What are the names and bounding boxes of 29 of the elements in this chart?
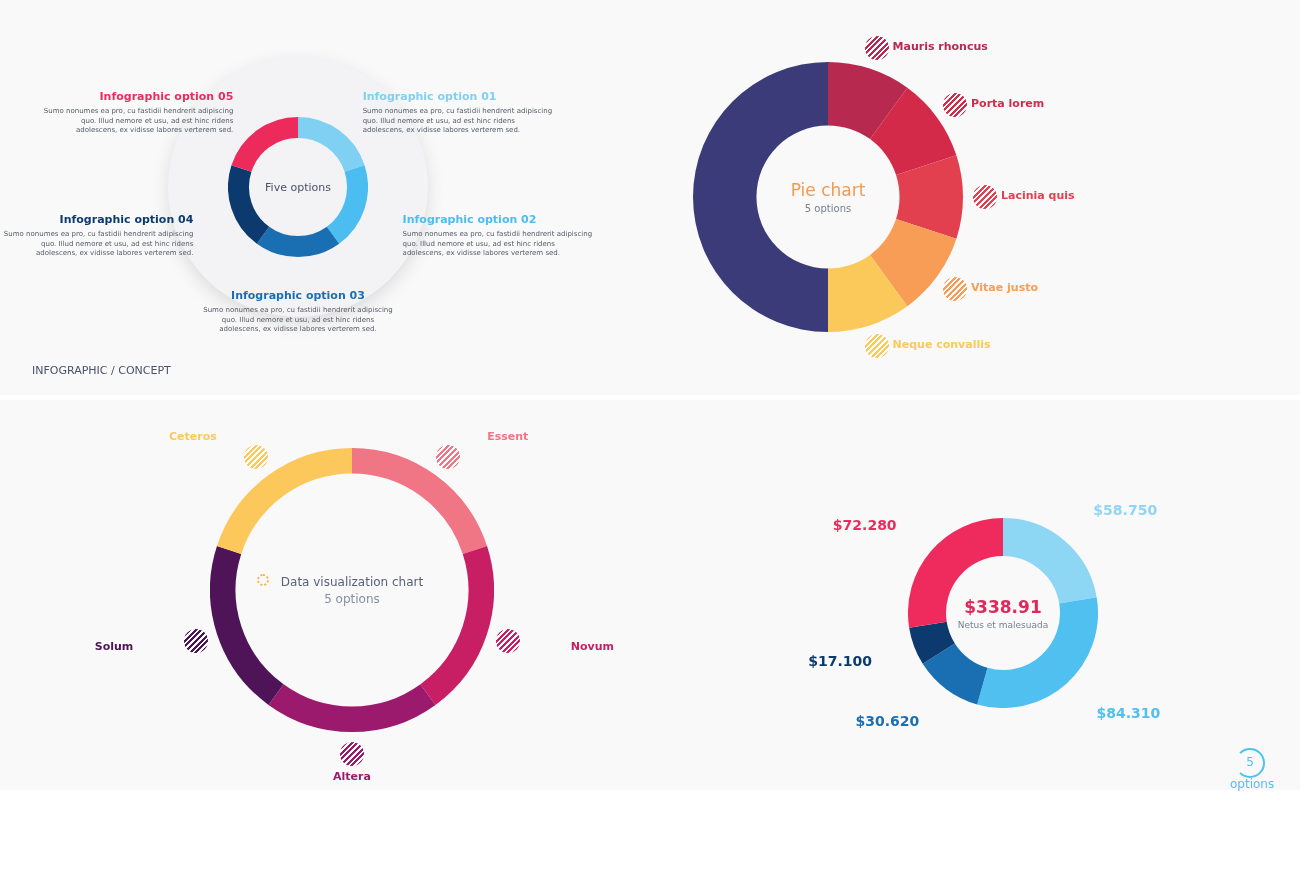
data-label: $72.280 xyxy=(831,517,897,535)
text: 5 options xyxy=(803,203,853,214)
text: Data visualization chart xyxy=(280,574,424,589)
slice-label: Infographic option 02 xyxy=(402,212,538,227)
slice-label: Infographic option 04 xyxy=(58,212,194,227)
legend-label: Lacinia quis xyxy=(1001,189,1076,203)
text: 5 options xyxy=(1230,754,1275,793)
legend-label: Mauris rhoncus xyxy=(892,39,989,53)
legend-label: Porta lorem xyxy=(971,96,1046,110)
slice-label: Ceteros xyxy=(168,429,217,444)
data-label: $84.310 xyxy=(1096,705,1162,723)
legend-label: Vitae justo xyxy=(971,281,1040,295)
slice-label: Essent xyxy=(487,429,530,444)
slice-label: Infographic option 05 xyxy=(98,90,234,104)
data-label: $30.620 xyxy=(854,713,920,730)
text: $338.91 xyxy=(963,596,1043,617)
text: INFOGRAPHIC / CONCEPT xyxy=(32,364,172,377)
data-label: $17.100 xyxy=(807,652,872,670)
slice-label: Novum xyxy=(570,640,615,654)
slice-label: Solum xyxy=(93,640,134,654)
text: Pie chart xyxy=(790,180,866,200)
legend-label: Altera xyxy=(332,770,372,784)
text: 5 options xyxy=(323,591,381,606)
legend-label: Neque convallis xyxy=(892,338,992,352)
slice-label: Infographic option 01 xyxy=(362,90,498,104)
slice-label: Infographic option 03 xyxy=(230,289,366,303)
text: Netus et malesuada xyxy=(957,619,1049,630)
data-label: $58.750 xyxy=(1093,501,1159,519)
text: Five options xyxy=(265,180,331,194)
